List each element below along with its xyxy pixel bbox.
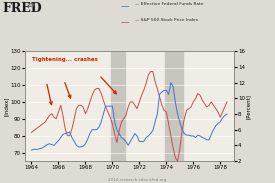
- Bar: [165, 51, 183, 161]
- Text: Tightening... crashes: Tightening... crashes: [32, 57, 98, 62]
- Text: 2014 research.stlouisfed.org: 2014 research.stlouisfed.org: [108, 178, 167, 182]
- Text: — S&P 500 Stock Price Index: — S&P 500 Stock Price Index: [135, 18, 198, 22]
- Text: FRED: FRED: [3, 2, 42, 15]
- Text: —: —: [121, 2, 129, 11]
- Bar: [111, 51, 125, 161]
- Text: — Effective Federal Funds Rate: — Effective Federal Funds Rate: [135, 2, 203, 6]
- Y-axis label: [Percent]: [Percent]: [246, 94, 251, 119]
- Text: ≡▾: ≡▾: [26, 2, 35, 8]
- Y-axis label: [Index]: [Index]: [4, 96, 9, 116]
- Text: —: —: [121, 18, 129, 27]
